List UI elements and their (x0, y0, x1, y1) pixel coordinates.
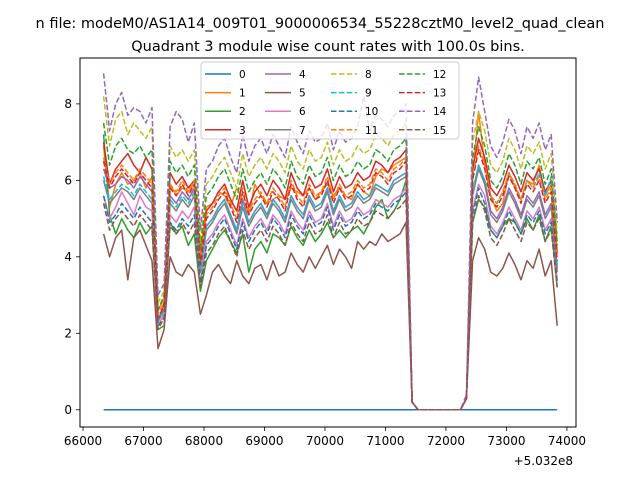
x-tick-label: 67000 (124, 434, 162, 448)
legend-label-14: 14 (433, 106, 447, 118)
series-line-12 (102, 122, 558, 411)
legend-label-11: 11 (365, 125, 378, 137)
figure-suptitle: n file: modeM0/AS1A14_009T01_9000006534_… (36, 16, 605, 32)
x-tick-label: 74000 (548, 434, 586, 448)
plot-frame (79, 57, 577, 428)
series-line-5 (102, 221, 558, 411)
series-line-9 (102, 164, 558, 411)
y-tick-label: 0 (64, 403, 72, 417)
legend-label-3: 3 (239, 125, 246, 137)
series-line-13 (102, 149, 558, 411)
y-tick-label: 6 (64, 173, 72, 187)
series-line-7 (102, 168, 558, 411)
x-axis: 66000 67000 68000 69000 70000 71000 72000 73000… (64, 427, 586, 448)
chart-title: Quadrant 3 module wise count rates with … (131, 39, 525, 55)
legend-label-10: 10 (365, 106, 378, 118)
legend-frame (200, 61, 460, 140)
series-layer (102, 73, 558, 411)
series-line-8 (102, 96, 558, 411)
x-tick-label: 69000 (245, 434, 283, 448)
x-tick-label: 73000 (487, 434, 525, 448)
series-line-6 (102, 183, 558, 411)
x-tick-label: 70000 (306, 434, 344, 448)
series-line-10 (102, 187, 558, 411)
legend-label-6: 6 (299, 106, 306, 118)
legend-label-7: 7 (299, 125, 306, 137)
series-line-3 (102, 137, 558, 411)
y-axis: 0 2 4 6 8 (64, 97, 80, 417)
y-tick-label: 8 (64, 97, 72, 111)
x-tick-label: 71000 (366, 434, 404, 448)
legend-label-5: 5 (299, 88, 306, 100)
series-line-15 (102, 194, 558, 411)
y-tick-label: 4 (64, 250, 72, 264)
legend-label-13: 13 (433, 88, 446, 100)
legend-label-0: 0 (239, 69, 246, 81)
x-offset-label: +5.032e8 (514, 454, 573, 468)
legend-label-2: 2 (239, 106, 246, 118)
series-line-11 (102, 145, 558, 411)
x-tick-label: 68000 (185, 434, 223, 448)
legend-label-8: 8 (365, 69, 372, 81)
x-tick-label: 66000 (64, 434, 102, 448)
x-tick-label: 72000 (427, 434, 465, 448)
y-tick-label: 2 (64, 326, 72, 340)
legend-label-12: 12 (433, 69, 446, 81)
legend-label-15: 15 (433, 125, 446, 137)
legend-label-4: 4 (299, 69, 306, 81)
legend-label-9: 9 (365, 88, 372, 100)
legend-label-1: 1 (239, 88, 246, 100)
